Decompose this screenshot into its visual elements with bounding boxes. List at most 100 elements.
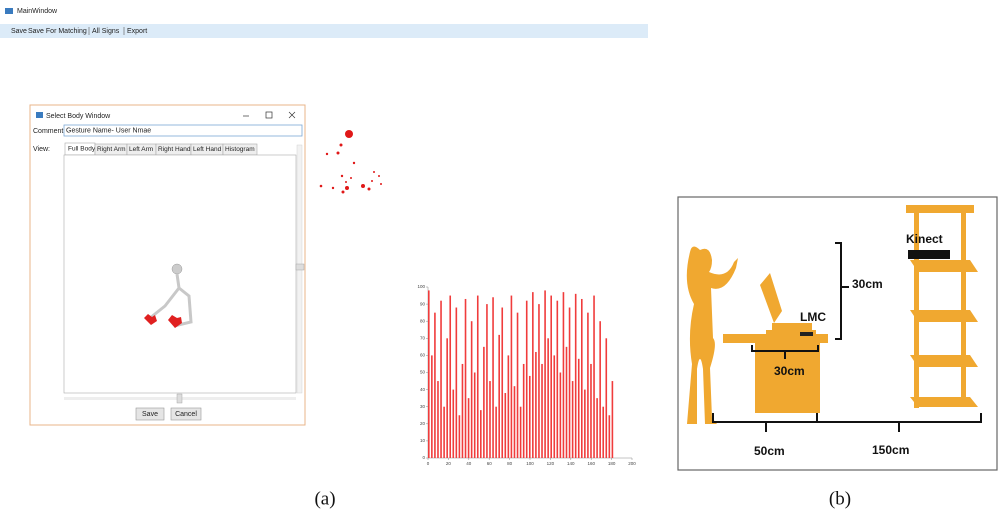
app-icon xyxy=(5,8,13,14)
dialog-icon xyxy=(36,112,43,118)
comment-value: Gesture Name- User Nmae xyxy=(66,127,151,134)
y-tick-label: 80 xyxy=(420,318,426,323)
page: {"window": {"title": "MainWindow", "menu… xyxy=(0,0,1001,523)
x-tick-label: 120 xyxy=(547,461,555,466)
bar xyxy=(477,296,479,458)
bar xyxy=(560,373,562,459)
bar xyxy=(569,308,571,458)
bar xyxy=(584,390,586,458)
bar xyxy=(465,299,467,458)
bar xyxy=(501,308,503,458)
x-tick-label: 60 xyxy=(487,461,493,466)
window-title: MainWindow xyxy=(17,8,58,15)
bar xyxy=(520,407,522,458)
menu-item[interactable]: All Signs xyxy=(92,28,120,35)
bar xyxy=(434,313,436,458)
bar xyxy=(578,359,580,458)
kinect-sensor xyxy=(908,250,950,259)
bar xyxy=(563,292,565,458)
bar xyxy=(480,410,482,458)
bar xyxy=(596,398,598,458)
bar xyxy=(514,386,516,458)
diagram-label: LMC xyxy=(800,310,826,324)
y-tick-label: 10 xyxy=(420,438,426,443)
x-tick-label: 140 xyxy=(567,461,575,466)
comment-label: Comment: xyxy=(33,128,65,135)
bar xyxy=(526,301,528,458)
bar xyxy=(535,352,537,458)
caption: (a) xyxy=(314,488,335,509)
bar xyxy=(462,364,464,458)
caption: (b) xyxy=(829,488,851,509)
bar xyxy=(428,290,430,458)
bar xyxy=(605,338,607,458)
bar xyxy=(557,301,559,458)
x-tick-label: 40 xyxy=(466,461,472,466)
slider-thumb[interactable] xyxy=(177,394,182,403)
dialog-title: Select Body Window xyxy=(46,113,111,120)
bar xyxy=(541,364,543,458)
bar xyxy=(553,355,555,458)
diagram-label: Kinect xyxy=(906,232,943,246)
bar xyxy=(550,296,552,458)
x-tick-label: 0 xyxy=(427,461,430,466)
bar xyxy=(443,407,445,458)
bar xyxy=(474,373,476,459)
bar xyxy=(529,376,531,458)
bar xyxy=(431,355,433,458)
bar xyxy=(587,313,589,458)
y-tick-label: 70 xyxy=(420,335,426,340)
bar xyxy=(456,308,458,458)
bar xyxy=(538,304,540,458)
x-tick-label: 80 xyxy=(507,461,513,466)
x-tick-label: 20 xyxy=(446,461,452,466)
bar xyxy=(508,355,510,458)
bar xyxy=(483,347,485,458)
bar xyxy=(486,304,488,458)
y-tick-label: 40 xyxy=(420,387,426,392)
bar xyxy=(590,364,592,458)
y-tick-label: 20 xyxy=(420,421,426,426)
slider-thumb[interactable] xyxy=(296,264,304,270)
bar xyxy=(495,407,497,458)
y-tick-label: 0 xyxy=(422,455,425,460)
bar xyxy=(471,321,473,458)
bar xyxy=(517,313,519,458)
button-label: Cancel xyxy=(175,411,197,418)
bar xyxy=(440,301,442,458)
menu-item[interactable]: Export xyxy=(127,28,147,35)
tab-label: Right Arm xyxy=(97,146,126,153)
bar xyxy=(566,347,568,458)
bar xyxy=(572,381,574,458)
diagram-label: 50cm xyxy=(754,444,785,458)
bar xyxy=(599,321,601,458)
menu-item[interactable]: Save xyxy=(11,28,27,35)
y-tick-label: 60 xyxy=(420,353,426,358)
bar xyxy=(489,381,491,458)
bar xyxy=(575,294,577,458)
diagram-label: 150cm xyxy=(872,443,909,457)
bar xyxy=(602,407,604,458)
tab-label: Histogram xyxy=(225,146,255,153)
lmc-sensor xyxy=(800,332,813,336)
bar xyxy=(612,381,614,458)
bar xyxy=(492,297,494,458)
y-tick-label: 90 xyxy=(420,301,426,306)
bar xyxy=(544,290,546,458)
bar xyxy=(449,296,451,458)
bar xyxy=(532,292,534,458)
bar xyxy=(468,398,470,458)
bar xyxy=(437,381,439,458)
y-tick-label: 50 xyxy=(420,370,426,375)
tab-content xyxy=(64,155,296,393)
bar xyxy=(459,415,461,458)
bar xyxy=(593,296,595,458)
diagram-label: 30cm xyxy=(774,364,805,378)
y-tick-label: 30 xyxy=(420,404,426,409)
x-tick-label: 180 xyxy=(608,461,616,466)
tab-label: Left Arm xyxy=(129,146,153,153)
bar xyxy=(581,299,583,458)
title-bar xyxy=(0,0,648,22)
point-cloud xyxy=(320,130,382,194)
menu-item[interactable]: Save For Matching xyxy=(28,28,87,35)
